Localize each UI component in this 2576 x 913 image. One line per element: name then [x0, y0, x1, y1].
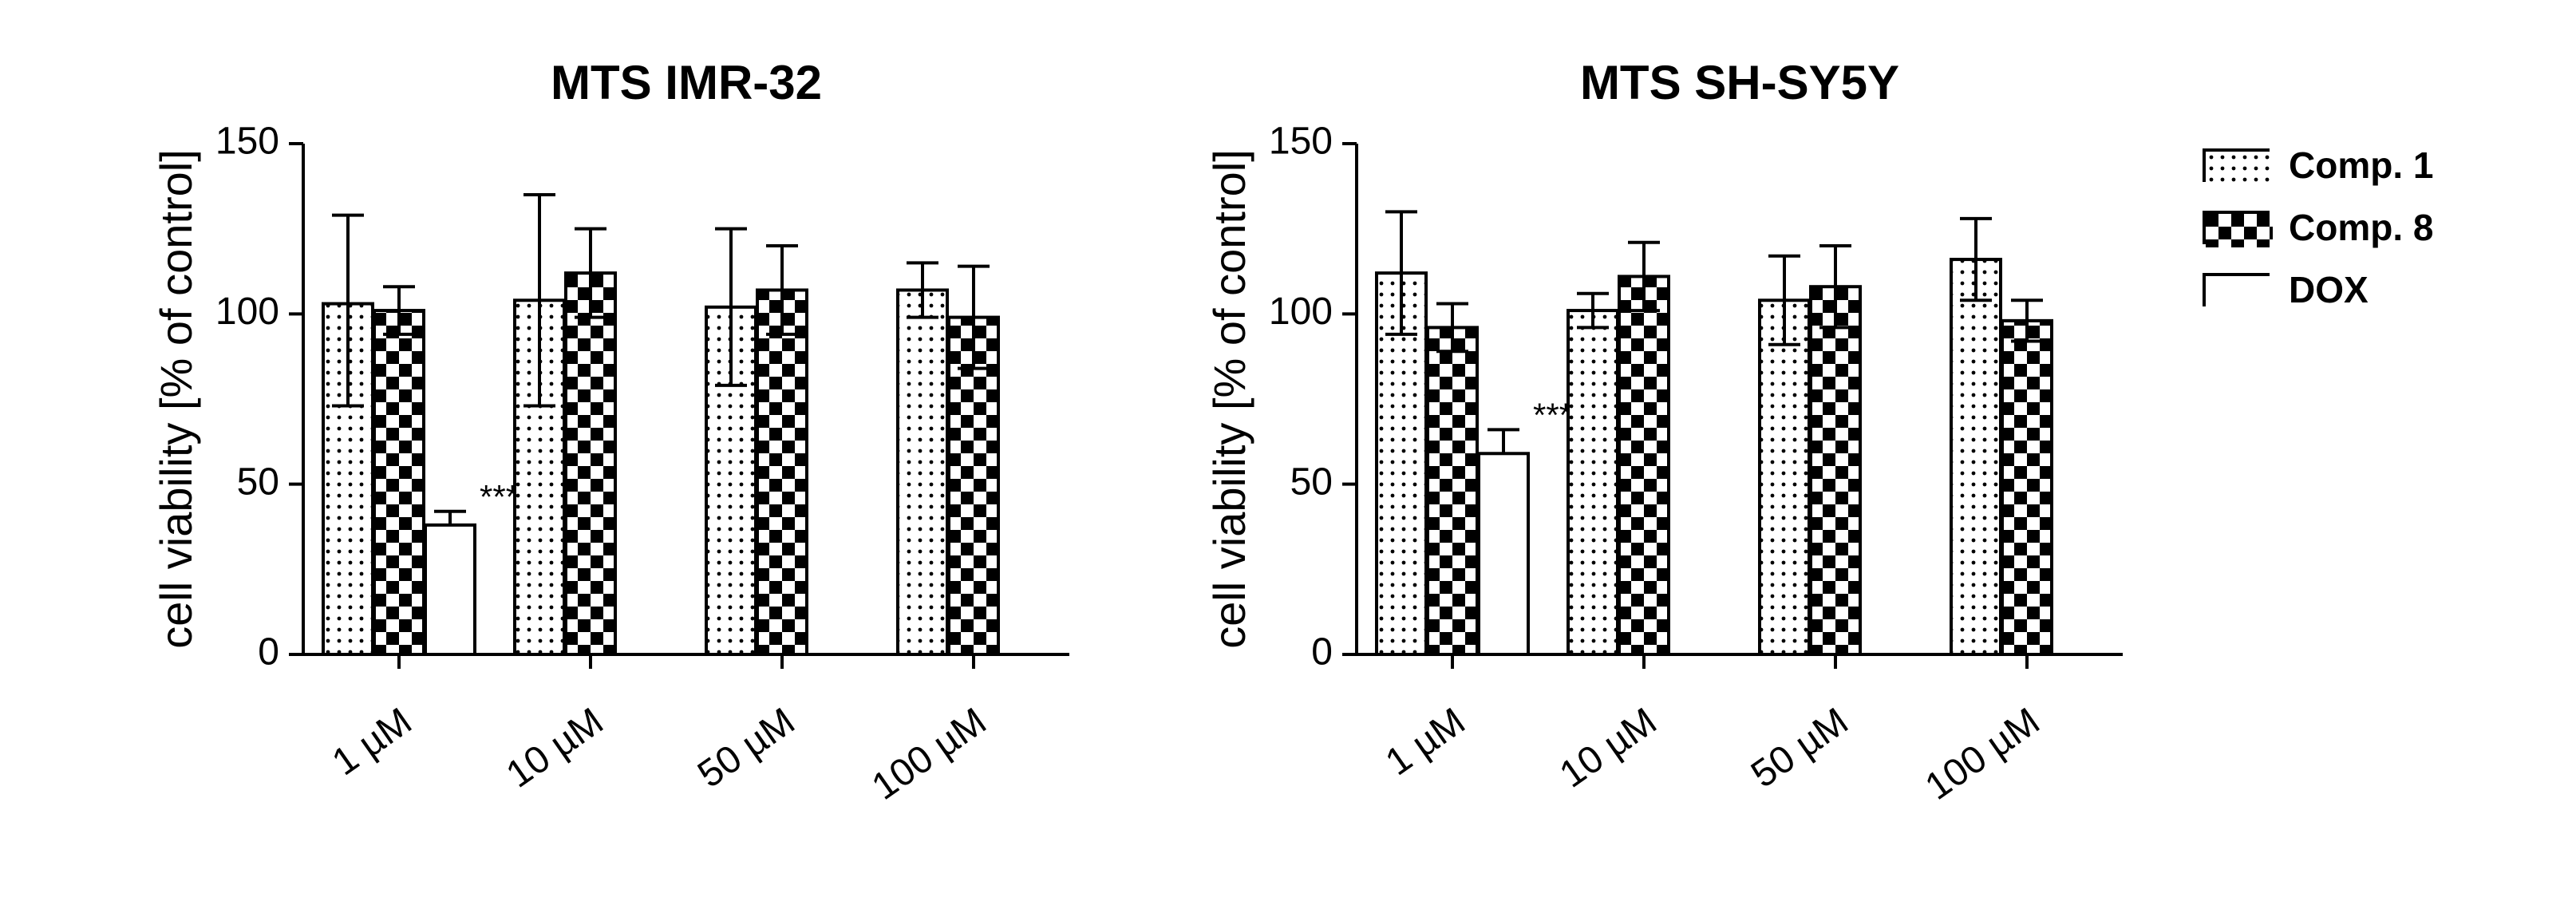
y-tick-label: 150: [215, 121, 279, 163]
legend-item: Comp. 1: [2203, 144, 2433, 187]
bar: [374, 310, 424, 654]
bar: [2002, 321, 2052, 654]
y-tick-label: 0: [258, 631, 279, 674]
y-tick-label: 150: [1269, 121, 1333, 163]
chart-svg: MTS IMR-32 0 50 100 150 cell viability [% of …: [144, 32, 1109, 878]
legend-swatch: [2203, 148, 2270, 182]
bar: [898, 290, 947, 654]
legend-label: Comp. 8: [2289, 206, 2433, 249]
bar: [1619, 276, 1669, 654]
chart-panel: MTS IMR-32 0 50 100 150 cell viability [% of …: [144, 32, 1109, 878]
x-tick-label: 1 µM: [1378, 700, 1473, 784]
legend-label: Comp. 1: [2289, 144, 2433, 187]
x-tick-label: 1 µM: [325, 700, 420, 784]
bar: [1428, 327, 1477, 654]
x-tick-label: 50 µM: [690, 700, 802, 796]
bar: [757, 290, 807, 654]
x-tick-label: 10 µM: [499, 700, 610, 796]
y-tick-label: 50: [1290, 460, 1333, 503]
bar: [1479, 453, 1528, 654]
legend-swatch: [2203, 273, 2270, 306]
y-axis-label: cell viability [% of control]: [151, 149, 201, 649]
bar: [566, 273, 615, 654]
figure: MTS IMR-32 0 50 100 150 cell viability [% of …: [0, 0, 2576, 913]
x-tick-label: 100 µM: [864, 700, 994, 808]
bar: [1811, 287, 1860, 654]
y-tick-label: 100: [215, 290, 279, 333]
y-tick-label: 0: [1311, 631, 1333, 674]
chart-panel: MTS SH-SY5Y 0 50 100 150 cell viability [% of…: [1197, 32, 2163, 878]
bar: [1568, 310, 1618, 654]
chart-title: MTS SH-SY5Y: [1580, 56, 1899, 109]
y-axis-label: cell viability [% of control]: [1204, 149, 1254, 649]
bar: [425, 525, 475, 654]
x-tick-label: 100 µM: [1918, 700, 2047, 808]
legend-swatch: [2203, 211, 2270, 244]
x-tick-label: 50 µM: [1744, 700, 1855, 796]
y-tick-label: 100: [1269, 290, 1333, 333]
chart-title: MTS IMR-32: [551, 56, 822, 109]
legend-item: DOX: [2203, 268, 2433, 311]
chart-svg: MTS SH-SY5Y 0 50 100 150 cell viability [% of…: [1197, 32, 2163, 878]
legend-item: Comp. 8: [2203, 206, 2433, 249]
legend-label: DOX: [2289, 268, 2369, 311]
legend: Comp. 1 Comp. 8 DOX: [2203, 144, 2433, 330]
x-tick-label: 10 µM: [1552, 700, 1664, 796]
y-tick-label: 50: [237, 460, 279, 503]
bar: [1760, 300, 1809, 654]
bar: [1951, 259, 2001, 654]
